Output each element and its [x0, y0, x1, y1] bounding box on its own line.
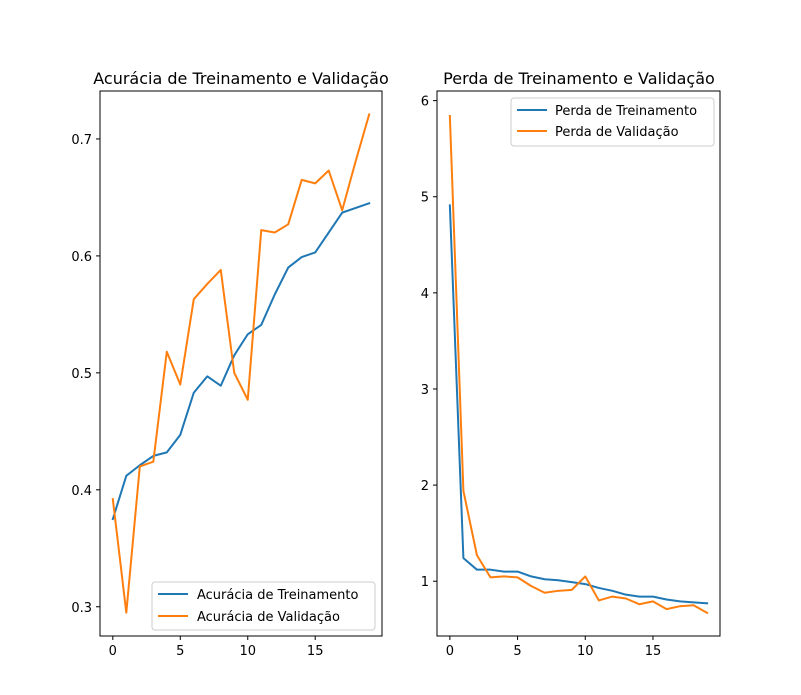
legend-frame [151, 581, 376, 631]
y-tick-label: 0.4 [71, 484, 92, 499]
legend-frame [510, 97, 715, 147]
x-tick-label: 15 [307, 644, 324, 659]
series-line-validation [111, 113, 371, 614]
series-group [111, 113, 371, 614]
legend: Acurácia de Treinamento Acurácia de Vali… [151, 581, 376, 631]
y-tick-label: 6 [421, 95, 429, 110]
x-tick-label: 0 [109, 644, 117, 659]
accuracy-chart: Acurácia de Treinamento e Validação 0 5 10… [71, 69, 388, 659]
x-tick-label: 5 [513, 644, 521, 659]
chart-title: Perda de Treinamento e Validação [443, 69, 715, 88]
y-tick-label: 5 [421, 191, 429, 206]
legend-label-validation: Acurácia de Validação [197, 610, 340, 625]
x-tick-label: 5 [176, 644, 184, 659]
legend-label-training: Acurácia de Treinamento [197, 588, 359, 603]
x-tick-label: 10 [577, 644, 594, 659]
x-tick-label: 10 [239, 644, 256, 659]
legend: Perda de Treinamento Perda de Validação [510, 97, 715, 147]
series-group [448, 114, 709, 615]
axes-frame [436, 90, 721, 637]
series-line-training [111, 201, 371, 521]
tick-group: 0 5 10 15 1 2 3 4 5 6 [421, 95, 662, 659]
y-tick-label: 3 [421, 383, 429, 398]
axes-frame [99, 90, 383, 637]
y-tick-label: 0.5 [71, 367, 92, 382]
legend-label-validation: Perda de Validação [555, 125, 679, 140]
legend-label-training: Perda de Treinamento [555, 104, 697, 119]
y-tick-label: 0.3 [71, 601, 92, 616]
x-tick-label: 15 [645, 644, 662, 659]
y-tick-label: 1 [421, 575, 429, 590]
loss-chart: Perda de Treinamento e Validação 0 5 10 151… [421, 69, 721, 659]
y-tick-label: 4 [421, 287, 429, 302]
y-tick-label: 0.6 [71, 250, 92, 265]
tick-group: 0 5 10 15 0.3 0.4 0.5 0.6 0.7 [71, 133, 323, 659]
chart-title: Acurácia de Treinamento e Validação [93, 69, 388, 88]
y-tick-label: 2 [421, 479, 429, 494]
y-tick-label: 0.7 [71, 133, 92, 148]
series-line-validation [448, 114, 709, 615]
x-tick-label: 0 [446, 644, 454, 659]
